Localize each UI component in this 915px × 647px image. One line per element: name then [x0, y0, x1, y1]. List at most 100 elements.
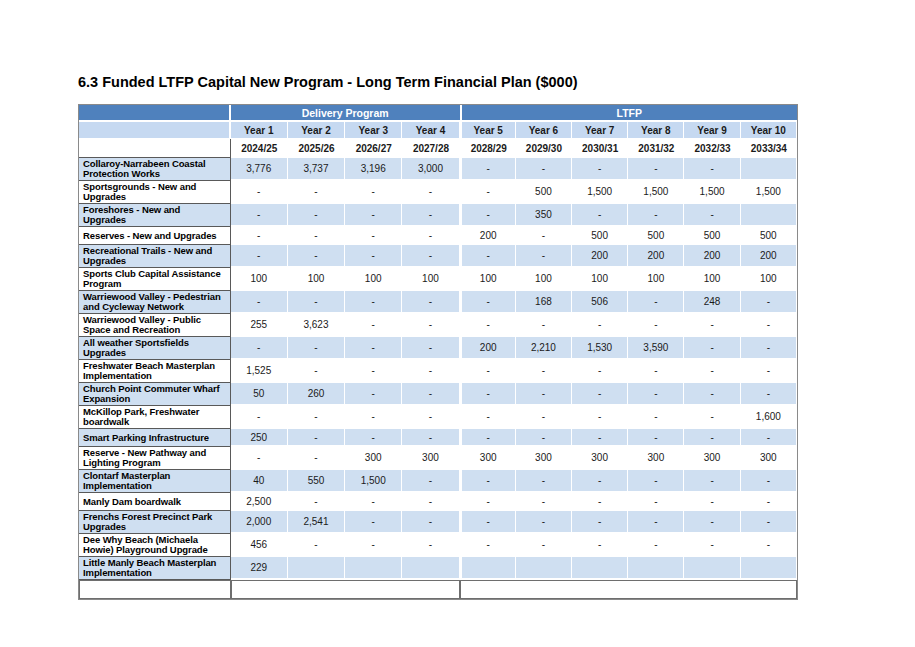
table-row: Smart Parking Infrastructure250---------	[79, 429, 797, 447]
value-cell	[516, 557, 572, 580]
value-cell: -	[460, 383, 516, 406]
value-cell: 3,776	[231, 158, 288, 181]
table-header: Delivery ProgramLTFP Year 1Year 2Year 3Y…	[79, 105, 797, 158]
fiscal-year-cell: 2030/31	[572, 139, 628, 158]
value-cell: -	[684, 204, 740, 227]
table-body: Collaroy-Narrabeen Coastal Protection Wo…	[79, 158, 797, 599]
value-cell: -	[231, 181, 288, 204]
ltfp-capital-program-table: Delivery ProgramLTFP Year 1Year 2Year 3Y…	[78, 104, 798, 600]
value-cell: -	[460, 470, 516, 493]
value-cell: -	[572, 360, 628, 383]
value-cell: -	[628, 314, 684, 337]
value-cell: -	[231, 227, 288, 245]
year-header-cell: Year 9	[684, 122, 740, 139]
table-row: Clontarf Masterplan Implementation405501…	[79, 470, 797, 493]
value-cell: -	[684, 314, 740, 337]
value-cell: -	[345, 493, 402, 511]
value-cell: 100	[741, 268, 797, 291]
value-cell: -	[684, 383, 740, 406]
value-cell	[741, 204, 797, 227]
value-cell: -	[231, 204, 288, 227]
table-row: Manly Dam boardwalk2,500---------	[79, 493, 797, 511]
year-header-cell: Year 8	[628, 122, 684, 139]
value-cell: -	[516, 227, 572, 245]
value-cell: -	[460, 314, 516, 337]
row-label: Recreational Trails - New and Upgrades	[79, 245, 231, 268]
value-cell: -	[288, 406, 345, 429]
value-cell: 100	[628, 268, 684, 291]
value-cell: -	[741, 493, 797, 511]
value-cell: -	[628, 534, 684, 557]
fiscal-year-cell: 2024/25	[231, 139, 288, 158]
value-cell	[402, 557, 459, 580]
value-cell: 1,500	[572, 181, 628, 204]
value-cell	[741, 557, 797, 580]
value-cell: -	[516, 158, 572, 181]
value-cell: 500	[684, 227, 740, 245]
value-cell: -	[741, 534, 797, 557]
value-cell: -	[628, 511, 684, 534]
value-cell: -	[572, 470, 628, 493]
value-cell: -	[684, 429, 740, 447]
value-cell: -	[402, 291, 459, 314]
value-cell: 2,541	[288, 511, 345, 534]
value-cell: -	[402, 429, 459, 447]
row-label: Sportsgrounds - New and Upgrades	[79, 181, 231, 204]
value-cell: -	[231, 245, 288, 268]
value-cell: 300	[572, 447, 628, 470]
value-cell: 1,500	[628, 181, 684, 204]
value-cell	[741, 158, 797, 181]
value-cell: -	[345, 181, 402, 204]
value-cell: -	[402, 360, 459, 383]
year-header-cell: Year 2	[288, 122, 345, 139]
value-cell: -	[345, 360, 402, 383]
table-row: Freshwater Beach Masterplan Implementati…	[79, 360, 797, 383]
value-cell: -	[628, 360, 684, 383]
empty-ltfp-cell	[460, 580, 797, 599]
value-cell: -	[402, 227, 459, 245]
empty-delivery-cell	[231, 580, 460, 599]
value-cell: -	[516, 493, 572, 511]
value-cell	[572, 557, 628, 580]
value-cell: -	[741, 383, 797, 406]
value-cell: 300	[345, 447, 402, 470]
fiscal-year-row: 2024/252025/262026/272027/282028/292029/…	[79, 139, 797, 158]
value-cell: -	[741, 314, 797, 337]
value-cell: -	[402, 337, 459, 360]
value-cell: -	[684, 360, 740, 383]
value-cell: 200	[460, 337, 516, 360]
value-cell: 1,500	[345, 470, 402, 493]
value-cell: -	[516, 511, 572, 534]
value-cell: 500	[516, 181, 572, 204]
value-cell: -	[572, 383, 628, 406]
value-cell: -	[572, 406, 628, 429]
value-cell	[628, 557, 684, 580]
value-cell: -	[288, 447, 345, 470]
value-cell: -	[516, 245, 572, 268]
value-cell: -	[516, 383, 572, 406]
value-cell: 200	[684, 245, 740, 268]
table-row: All weather Sportsfields Upgrades----200…	[79, 337, 797, 360]
table-row: Warriewood Valley - Public Space and Rec…	[79, 314, 797, 337]
value-cell: -	[684, 337, 740, 360]
value-cell: -	[628, 493, 684, 511]
row-label: Manly Dam boardwalk	[79, 493, 231, 511]
value-cell: -	[288, 337, 345, 360]
value-cell: 100	[516, 268, 572, 291]
value-cell: -	[572, 314, 628, 337]
table-row: Reserves - New and Upgrades----200-50050…	[79, 227, 797, 245]
value-cell: 250	[231, 429, 288, 447]
value-cell: -	[572, 511, 628, 534]
value-cell: 500	[741, 227, 797, 245]
value-cell: 168	[516, 291, 572, 314]
row-label: Little Manly Beach Masterplan Implementa…	[79, 557, 231, 580]
value-cell: -	[572, 204, 628, 227]
value-cell: -	[288, 534, 345, 557]
value-cell: -	[460, 534, 516, 557]
value-cell: -	[684, 470, 740, 493]
value-cell: -	[516, 406, 572, 429]
value-cell: -	[572, 534, 628, 557]
value-cell: 200	[460, 227, 516, 245]
value-cell: 350	[516, 204, 572, 227]
value-cell: -	[402, 314, 459, 337]
